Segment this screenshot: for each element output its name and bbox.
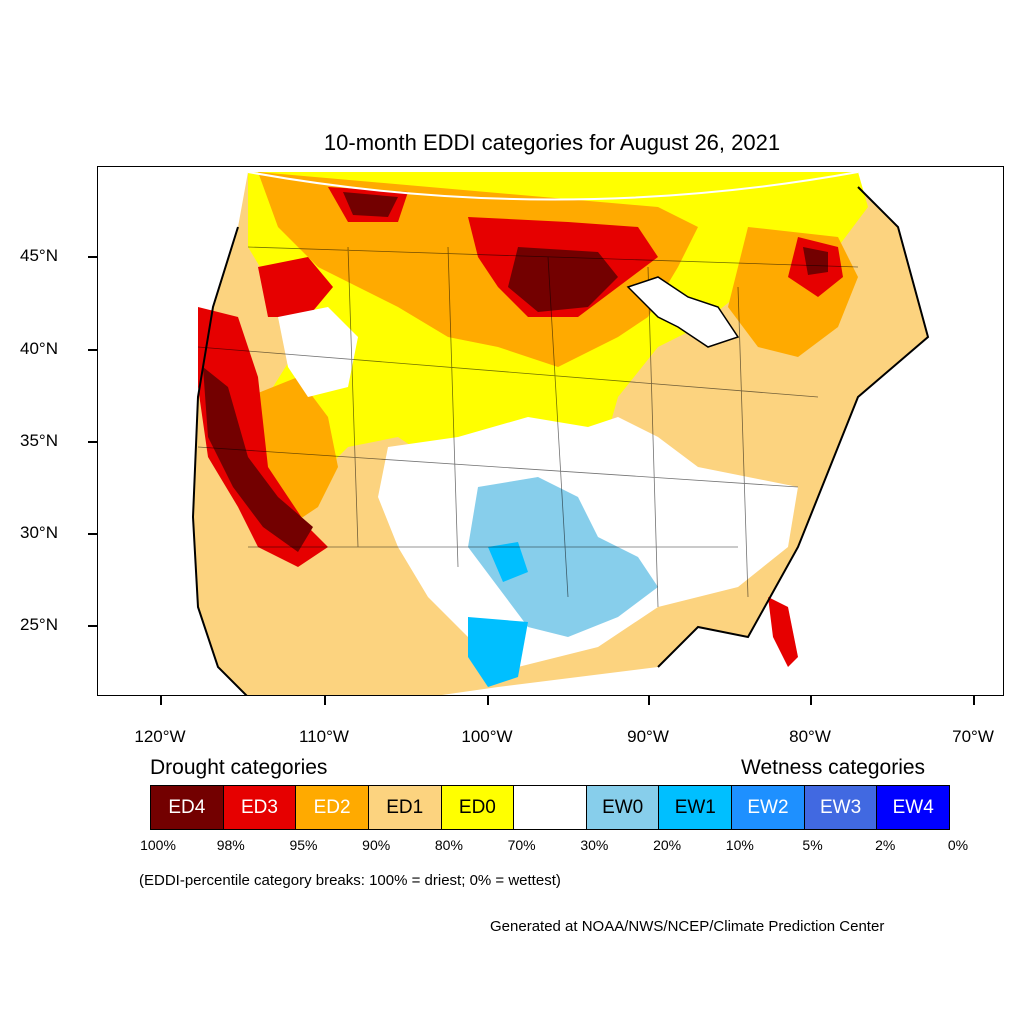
map-florida-red (768, 597, 798, 667)
legend-box-ew4: EW4 (877, 786, 950, 829)
map-ew1-coast (468, 617, 528, 687)
lon-tick-100 (487, 696, 489, 705)
legend-box-ed1: ED1 (368, 786, 442, 829)
legend-break-label: 2% (875, 837, 896, 853)
map-ed4-top (343, 192, 398, 217)
coastline (191, 186, 930, 695)
great-lakes (626, 276, 740, 348)
lat-label: 45°N (20, 246, 58, 265)
legend-break-label: 90% (362, 837, 391, 853)
lon-label: 70°W (952, 727, 994, 746)
legend-box-ed4: ED4 (151, 786, 224, 829)
drought-heading: Drought categories (150, 756, 328, 779)
legend-break-label: 100% (140, 837, 176, 853)
lat-tick-40 (88, 349, 97, 351)
map-ew0-region (468, 477, 658, 637)
lon-label: 80°W (789, 727, 831, 746)
state-borders (197, 246, 859, 608)
legend-box-ew1: EW1 (659, 786, 733, 829)
map-ed3-west (198, 307, 328, 567)
lon-tick-120 (160, 696, 162, 705)
lat-tick-45 (88, 256, 97, 258)
map-ew1-region (488, 542, 528, 582)
lon-tick-90 (648, 696, 650, 705)
lon-tick-110 (324, 696, 326, 705)
eddi-map (191, 171, 930, 695)
legend-box-ed0: ED0 (441, 786, 515, 829)
map-ed4-west (203, 367, 313, 552)
map-panel (97, 166, 1004, 696)
lat-tick-25 (88, 625, 97, 627)
legend-break-label: 98% (216, 837, 245, 853)
legend-box-ew0: EW0 (586, 786, 660, 829)
map-title: 10-month EDDI categories for August 26, … (323, 130, 781, 155)
lat-tick-30 (88, 533, 97, 535)
legend-break-label: 70% (507, 837, 536, 853)
legend-break-label: 20% (653, 837, 682, 853)
lon-label: 120°W (134, 727, 186, 746)
wetness-heading: Wetness categories (741, 756, 926, 779)
legend-break-label: 0% (947, 837, 969, 853)
legend-break-label: 80% (434, 837, 463, 853)
legend-box-ew2: EW2 (732, 786, 805, 829)
lat-label: 35°N (20, 431, 58, 450)
frame-edge-curve (247, 171, 859, 201)
category-note: (EDDI-percentile category breaks: 100% =… (139, 872, 561, 889)
legend-box-ed3: ED3 (223, 786, 297, 829)
credit-line: Generated at NOAA/NWS/NCEP/Climate Predi… (490, 918, 885, 935)
map-ed3-nw (258, 257, 333, 317)
lat-tick-35 (88, 441, 97, 443)
legend-break-label: 5% (802, 837, 823, 853)
map-ed4-north (508, 247, 618, 312)
legend-break-label: 10% (725, 837, 754, 853)
lat-label: 25°N (20, 615, 58, 634)
legend-break-label: 95% (289, 837, 318, 853)
lon-label: 110°W (299, 727, 349, 746)
map-ed4-ne (803, 247, 828, 275)
lon-label: 100°W (461, 727, 513, 746)
legend-box-ed2: ED2 (296, 786, 369, 829)
lon-tick-70 (973, 696, 975, 705)
lon-label: 90°W (627, 727, 669, 746)
legend-colorbar: ED4 ED3 ED2 ED1 ED0 EW0 EW1 EW2 EW3 EW4 (150, 785, 950, 830)
lat-label: 30°N (20, 523, 58, 542)
map-normal-west (278, 307, 358, 397)
lon-tick-80 (810, 696, 812, 705)
legend-box-ew3: EW3 (804, 786, 878, 829)
legend-break-label: 30% (580, 837, 609, 853)
legend-box-normal (514, 786, 587, 829)
lat-label: 40°N (20, 339, 58, 358)
